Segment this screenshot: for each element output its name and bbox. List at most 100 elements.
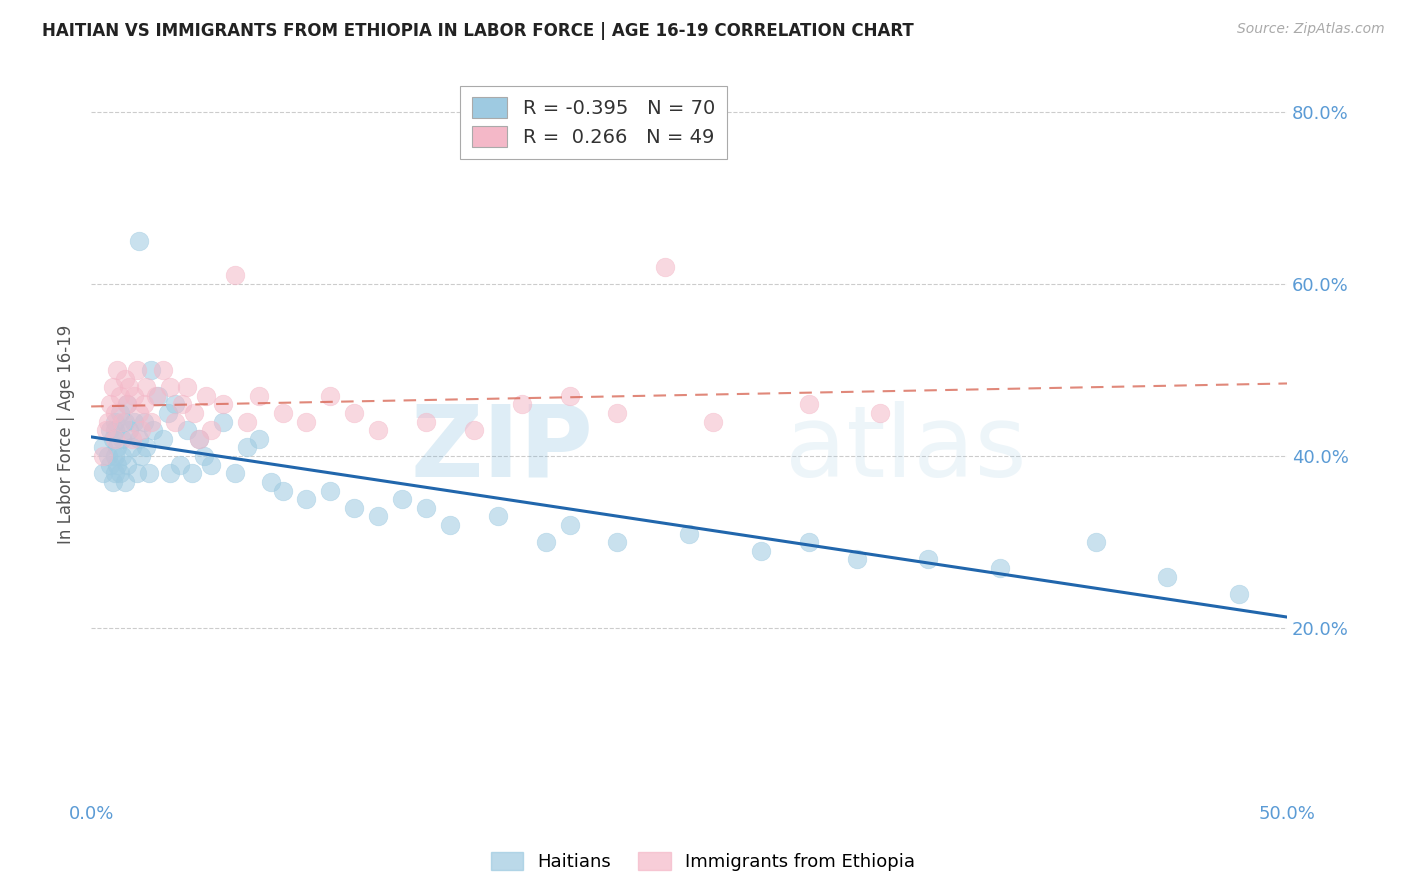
Point — [101, 432, 124, 446]
Text: Source: ZipAtlas.com: Source: ZipAtlas.com — [1237, 22, 1385, 37]
Point — [125, 363, 148, 377]
Point — [319, 483, 342, 498]
Point — [170, 397, 193, 411]
Point — [200, 423, 222, 437]
Point — [104, 415, 127, 429]
Point — [142, 423, 165, 437]
Point — [94, 423, 117, 437]
Point — [121, 432, 143, 446]
Point — [193, 449, 215, 463]
Point — [187, 432, 209, 446]
Point — [128, 432, 150, 446]
Point — [295, 415, 318, 429]
Point — [91, 467, 114, 481]
Point — [139, 415, 162, 429]
Point — [224, 467, 246, 481]
Point — [104, 406, 127, 420]
Point — [115, 397, 138, 411]
Point — [115, 397, 138, 411]
Point — [183, 406, 205, 420]
Legend: R = -0.395   N = 70, R =  0.266   N = 49: R = -0.395 N = 70, R = 0.266 N = 49 — [460, 86, 727, 159]
Point — [224, 268, 246, 283]
Point — [988, 561, 1011, 575]
Point — [91, 449, 114, 463]
Point — [917, 552, 939, 566]
Point — [107, 441, 129, 455]
Point — [125, 467, 148, 481]
Point — [131, 423, 153, 437]
Point — [114, 415, 136, 429]
Point — [295, 492, 318, 507]
Point — [367, 423, 389, 437]
Legend: Haitians, Immigrants from Ethiopia: Haitians, Immigrants from Ethiopia — [484, 845, 922, 879]
Text: atlas: atlas — [785, 401, 1026, 498]
Text: ZIP: ZIP — [411, 401, 593, 498]
Point — [247, 389, 270, 403]
Point — [104, 432, 127, 446]
Point — [558, 518, 581, 533]
Point — [797, 397, 820, 411]
Point — [187, 432, 209, 446]
Point — [159, 380, 181, 394]
Point — [486, 509, 509, 524]
Point — [180, 467, 202, 481]
Point — [107, 363, 129, 377]
Point — [111, 415, 134, 429]
Point — [152, 432, 174, 446]
Point — [463, 423, 485, 437]
Point — [132, 397, 155, 411]
Point — [259, 475, 281, 489]
Point — [1227, 587, 1250, 601]
Point — [1084, 535, 1107, 549]
Point — [367, 509, 389, 524]
Text: HAITIAN VS IMMIGRANTS FROM ETHIOPIA IN LABOR FORCE | AGE 16-19 CORRELATION CHART: HAITIAN VS IMMIGRANTS FROM ETHIOPIA IN L… — [42, 22, 914, 40]
Point — [122, 415, 145, 429]
Point — [111, 432, 134, 446]
Point — [115, 458, 138, 472]
Point — [169, 458, 191, 472]
Point — [98, 423, 121, 437]
Point — [108, 467, 131, 481]
Point — [869, 406, 891, 420]
Point — [606, 535, 628, 549]
Point — [1156, 570, 1178, 584]
Point — [271, 483, 294, 498]
Point — [343, 406, 366, 420]
Point — [118, 423, 141, 437]
Point — [797, 535, 820, 549]
Point — [138, 467, 160, 481]
Point — [176, 380, 198, 394]
Point — [107, 458, 129, 472]
Point — [104, 423, 127, 437]
Point — [156, 406, 179, 420]
Point — [163, 397, 186, 411]
Point — [146, 389, 169, 403]
Point — [702, 415, 724, 429]
Point — [104, 467, 127, 481]
Point — [97, 415, 120, 429]
Point — [145, 389, 167, 403]
Point — [101, 380, 124, 394]
Point — [211, 415, 233, 429]
Point — [128, 234, 150, 248]
Point — [176, 423, 198, 437]
Point — [152, 363, 174, 377]
Point — [135, 441, 157, 455]
Point — [122, 389, 145, 403]
Point — [235, 441, 257, 455]
Point — [439, 518, 461, 533]
Point — [654, 260, 676, 274]
Point — [111, 449, 134, 463]
Point — [114, 371, 136, 385]
Point — [108, 406, 131, 420]
Point — [108, 389, 131, 403]
Point — [131, 449, 153, 463]
Point — [247, 432, 270, 446]
Point — [845, 552, 868, 566]
Point — [271, 406, 294, 420]
Point — [114, 475, 136, 489]
Point — [415, 415, 437, 429]
Point — [194, 389, 217, 403]
Point — [391, 492, 413, 507]
Point — [135, 380, 157, 394]
